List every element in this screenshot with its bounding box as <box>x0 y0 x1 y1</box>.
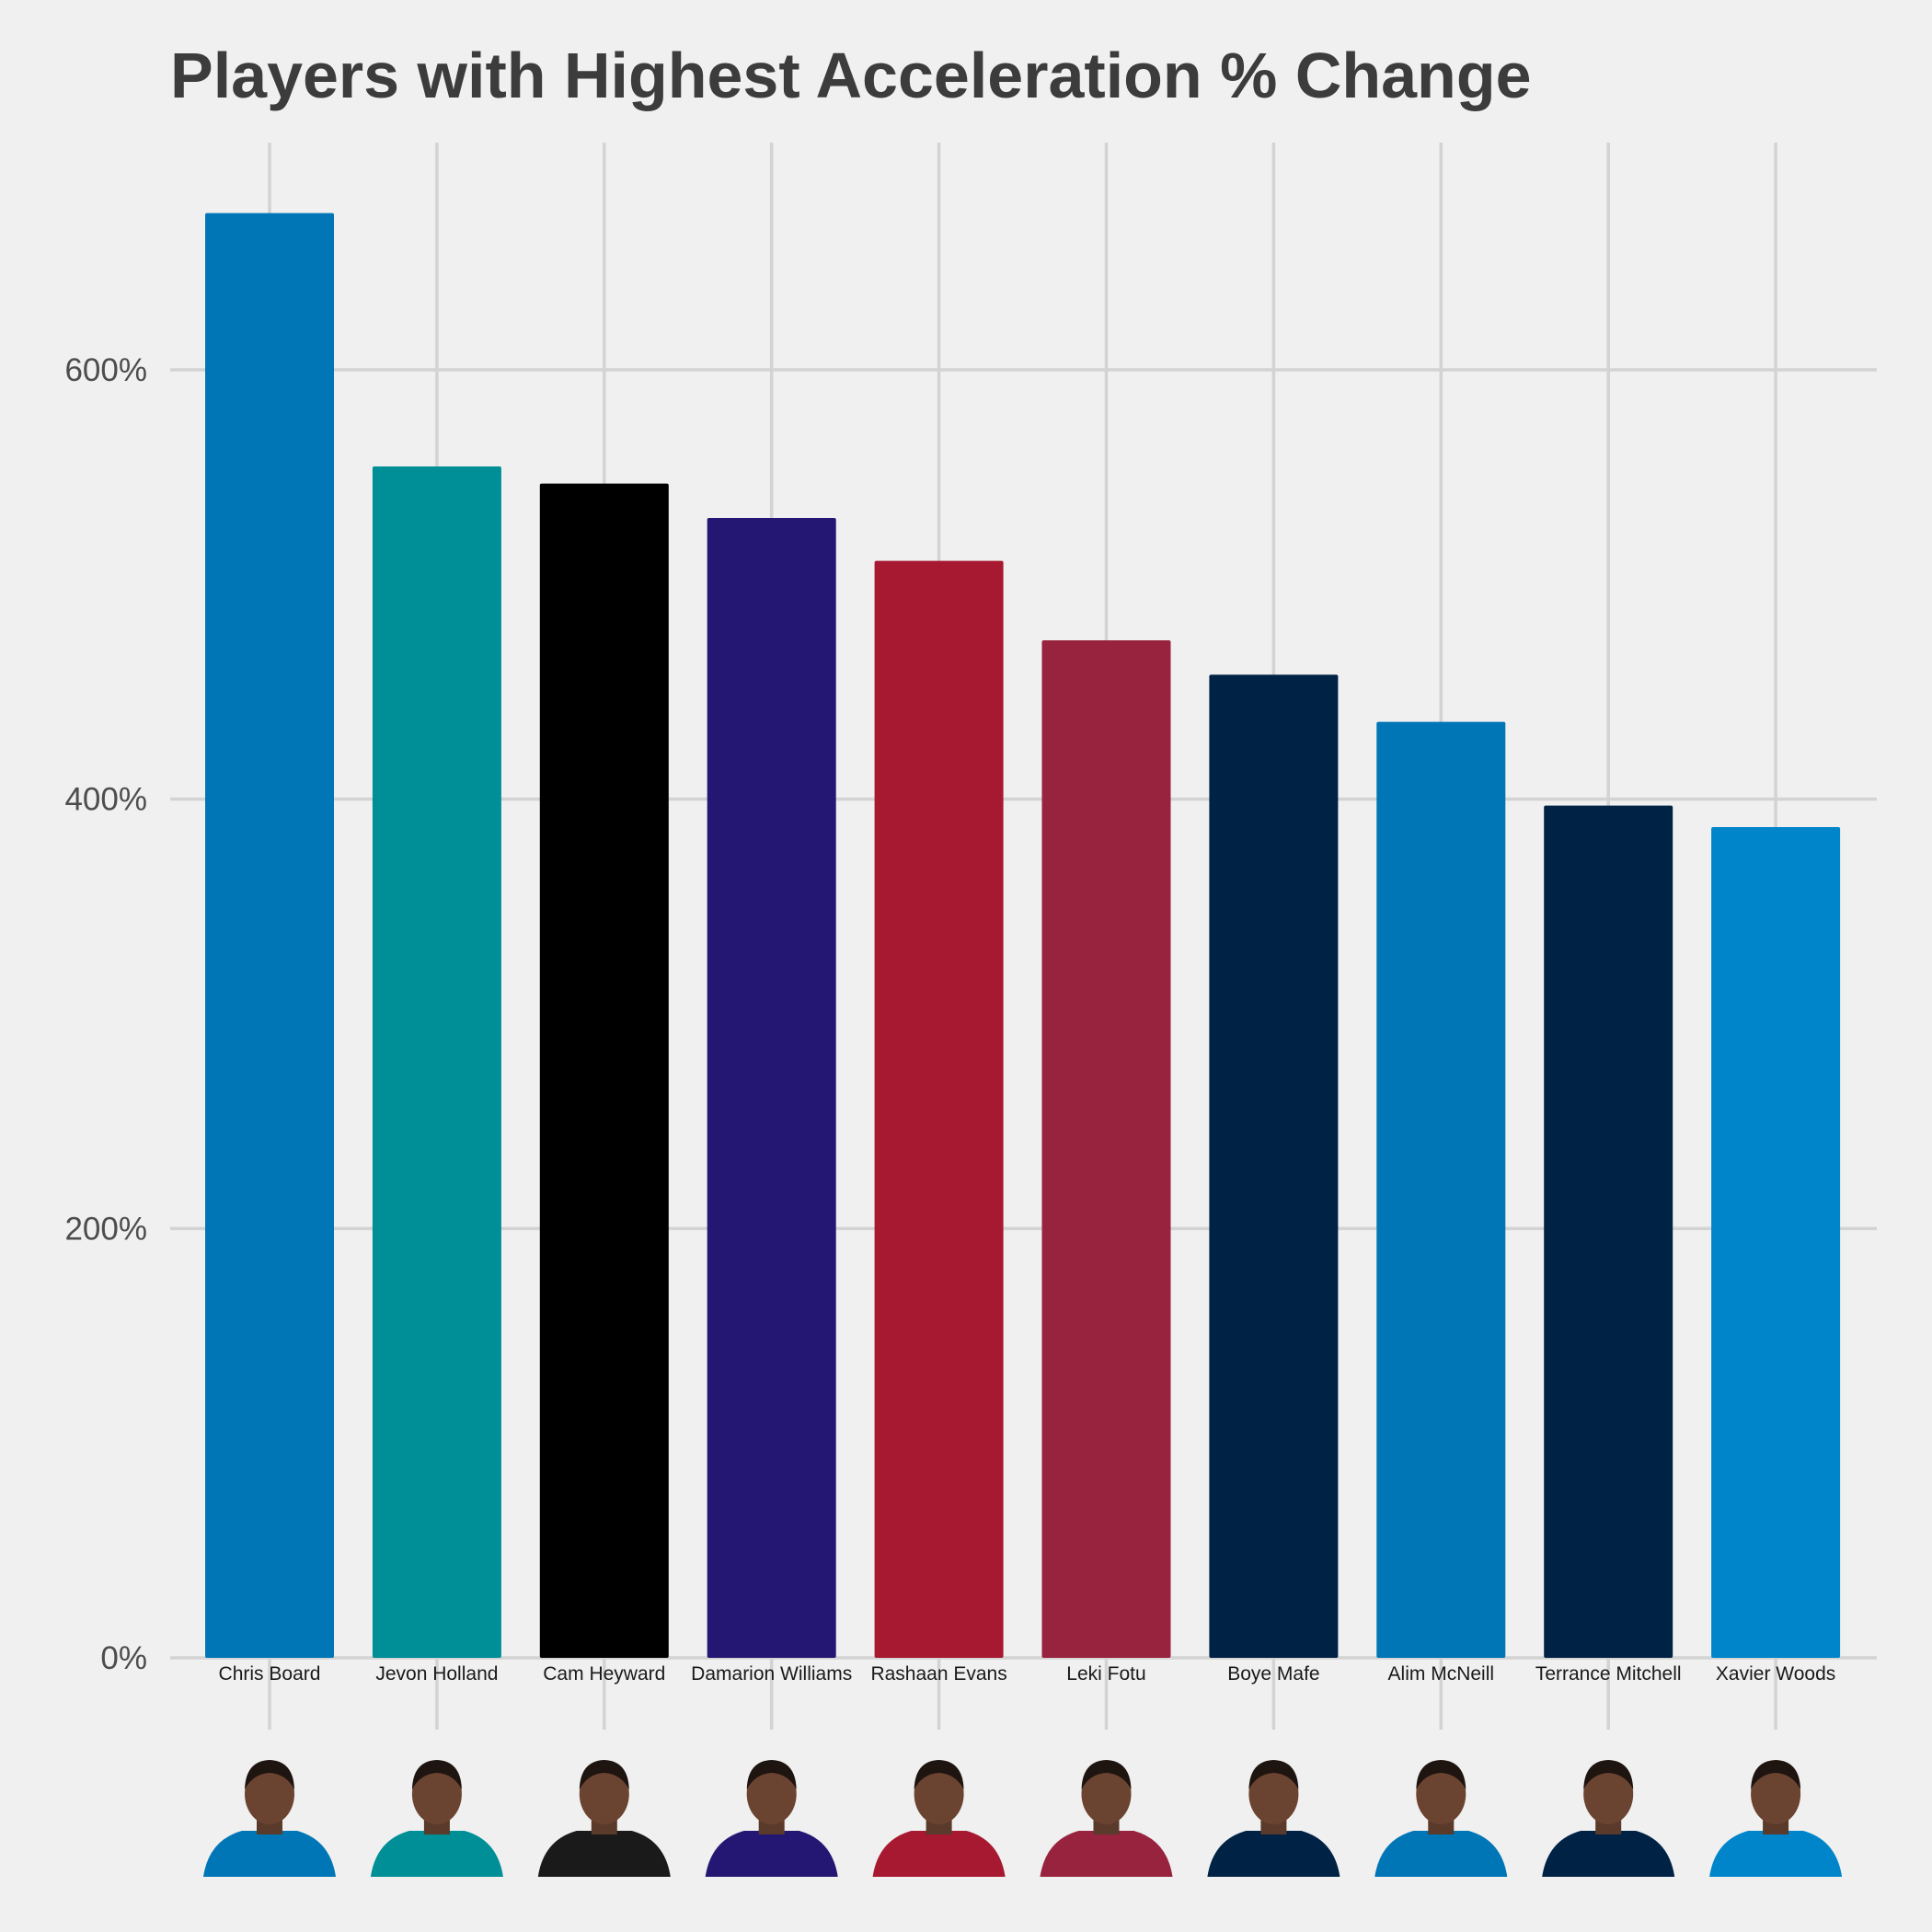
player-jersey <box>872 1831 1006 1877</box>
player-headshot-icon <box>705 1760 838 1877</box>
player-head <box>1416 1764 1466 1824</box>
bar <box>539 483 669 1658</box>
bar <box>1711 827 1841 1658</box>
player-headshot-icon <box>1207 1760 1340 1877</box>
x-tick-label: Cam Heyward <box>543 1663 665 1685</box>
bar <box>1209 674 1339 1659</box>
y-tick-label: 600% <box>64 352 147 388</box>
player-head <box>1583 1764 1634 1824</box>
x-tick-label: Alim McNeill <box>1388 1663 1495 1685</box>
x-tick-label: Damarion Williams <box>691 1663 852 1685</box>
player-hair <box>245 1760 294 1789</box>
player-hair <box>914 1760 964 1789</box>
player-jersey <box>1040 1831 1173 1877</box>
player-headshot-icon <box>872 1760 1006 1877</box>
player-headshots <box>203 1760 1843 1877</box>
player-jersey <box>537 1831 671 1877</box>
player-headshot-icon <box>1374 1760 1508 1877</box>
bars <box>205 213 1841 1659</box>
player-hair <box>411 1760 462 1789</box>
player-head <box>1081 1764 1132 1824</box>
player-jersey <box>203 1831 336 1877</box>
x-tick-label: Xavier Woods <box>1716 1663 1835 1685</box>
player-headshot-icon <box>1040 1760 1173 1877</box>
x-tick-label: Rashaan Evans <box>870 1663 1006 1685</box>
x-tick-label: Jevon Holland <box>375 1663 498 1685</box>
player-jersey <box>1374 1831 1508 1877</box>
player-headshot-icon <box>537 1760 671 1877</box>
x-tick-label: Terrance Mitchell <box>1535 1663 1682 1685</box>
player-head <box>411 1764 462 1824</box>
y-tick-label: 400% <box>64 782 147 818</box>
player-hair <box>1081 1760 1132 1789</box>
chart-title: Players with Highest Acceleration % Chan… <box>170 40 1532 111</box>
player-hair <box>579 1760 629 1789</box>
y-axis: 0% 200% 400% 600% <box>64 352 147 1676</box>
player-head <box>914 1764 964 1824</box>
player-headshot-icon <box>1709 1760 1843 1877</box>
player-jersey <box>370 1831 503 1877</box>
x-tick-label: Leki Fotu <box>1066 1663 1145 1685</box>
bar <box>1376 721 1506 1658</box>
player-hair <box>1248 1760 1299 1789</box>
y-tick-label: 0% <box>100 1640 147 1676</box>
player-jersey <box>1207 1831 1340 1877</box>
player-head <box>1248 1764 1299 1824</box>
bar <box>707 518 836 1658</box>
player-head <box>245 1764 294 1824</box>
player-hair <box>1583 1760 1634 1789</box>
player-hair <box>1416 1760 1466 1789</box>
player-jersey <box>705 1831 838 1877</box>
x-axis: Chris Board Jevon Holland Cam Heyward Damar… <box>219 1663 1836 1685</box>
x-tick-label: Boye Mafe <box>1227 1663 1319 1685</box>
player-headshot-icon <box>370 1760 503 1877</box>
x-tick-label: Chris Board <box>219 1663 321 1685</box>
player-headshot-icon <box>203 1760 336 1877</box>
player-head <box>746 1764 797 1824</box>
player-head <box>1751 1764 1801 1824</box>
player-jersey <box>1542 1831 1675 1877</box>
player-jersey <box>1709 1831 1843 1877</box>
player-hair <box>746 1760 797 1789</box>
player-hair <box>1751 1760 1801 1789</box>
player-head <box>579 1764 629 1824</box>
y-tick-label: 200% <box>64 1211 147 1247</box>
bar <box>874 560 1004 1658</box>
bar <box>205 213 334 1659</box>
bar <box>372 466 501 1658</box>
bar <box>1041 640 1171 1658</box>
player-headshot-icon <box>1542 1760 1675 1877</box>
bar <box>1544 805 1673 1658</box>
